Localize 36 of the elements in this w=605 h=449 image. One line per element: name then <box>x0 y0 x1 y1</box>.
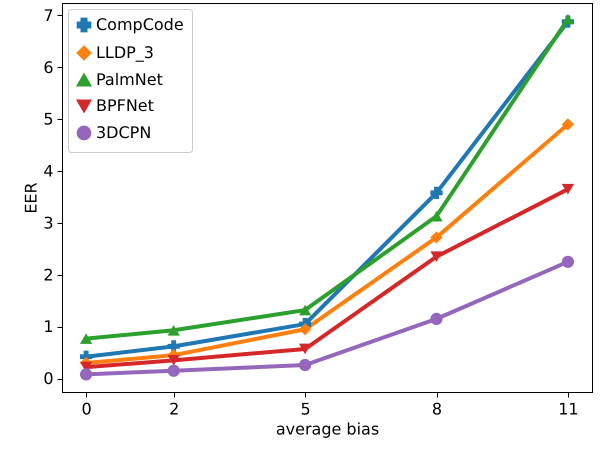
point <box>168 355 180 366</box>
y-tick-label: 4 <box>43 162 54 181</box>
legend-label: LLDP_3 <box>96 43 154 62</box>
y-tick-label: 1 <box>43 317 54 336</box>
legend-label: 3DCPN <box>96 123 152 142</box>
x-tick-label: 5 <box>300 400 311 418</box>
point <box>168 364 180 377</box>
x-tick-label: 2 <box>169 400 180 418</box>
point <box>298 358 312 372</box>
point <box>430 186 443 199</box>
x-axis-title: average bias <box>276 420 380 438</box>
x-tick-label: 11 <box>558 400 579 418</box>
point <box>562 118 574 130</box>
point <box>430 312 443 325</box>
x-tick-label: 0 <box>81 400 92 418</box>
legend-label: CompCode <box>96 15 184 34</box>
x-tick-label: 8 <box>432 400 442 418</box>
y-tick-label: 3 <box>43 213 54 232</box>
point <box>298 323 312 336</box>
point <box>430 251 443 262</box>
point <box>168 324 180 336</box>
legend-label: BPFNet <box>96 96 154 115</box>
point <box>562 256 574 268</box>
legend-label: PalmNet <box>96 70 163 89</box>
point <box>430 231 443 244</box>
y-tick-label: 6 <box>43 58 54 77</box>
point <box>562 184 574 195</box>
y-tick-label: 2 <box>43 265 54 284</box>
y-tick-label: 7 <box>43 6 54 25</box>
y-tick-label: 0 <box>43 369 54 388</box>
y-axis-title: EER <box>21 182 40 214</box>
point <box>80 333 92 344</box>
point <box>80 368 92 380</box>
y-tick-label: 5 <box>43 110 54 129</box>
point <box>298 304 312 316</box>
point <box>562 14 574 24</box>
